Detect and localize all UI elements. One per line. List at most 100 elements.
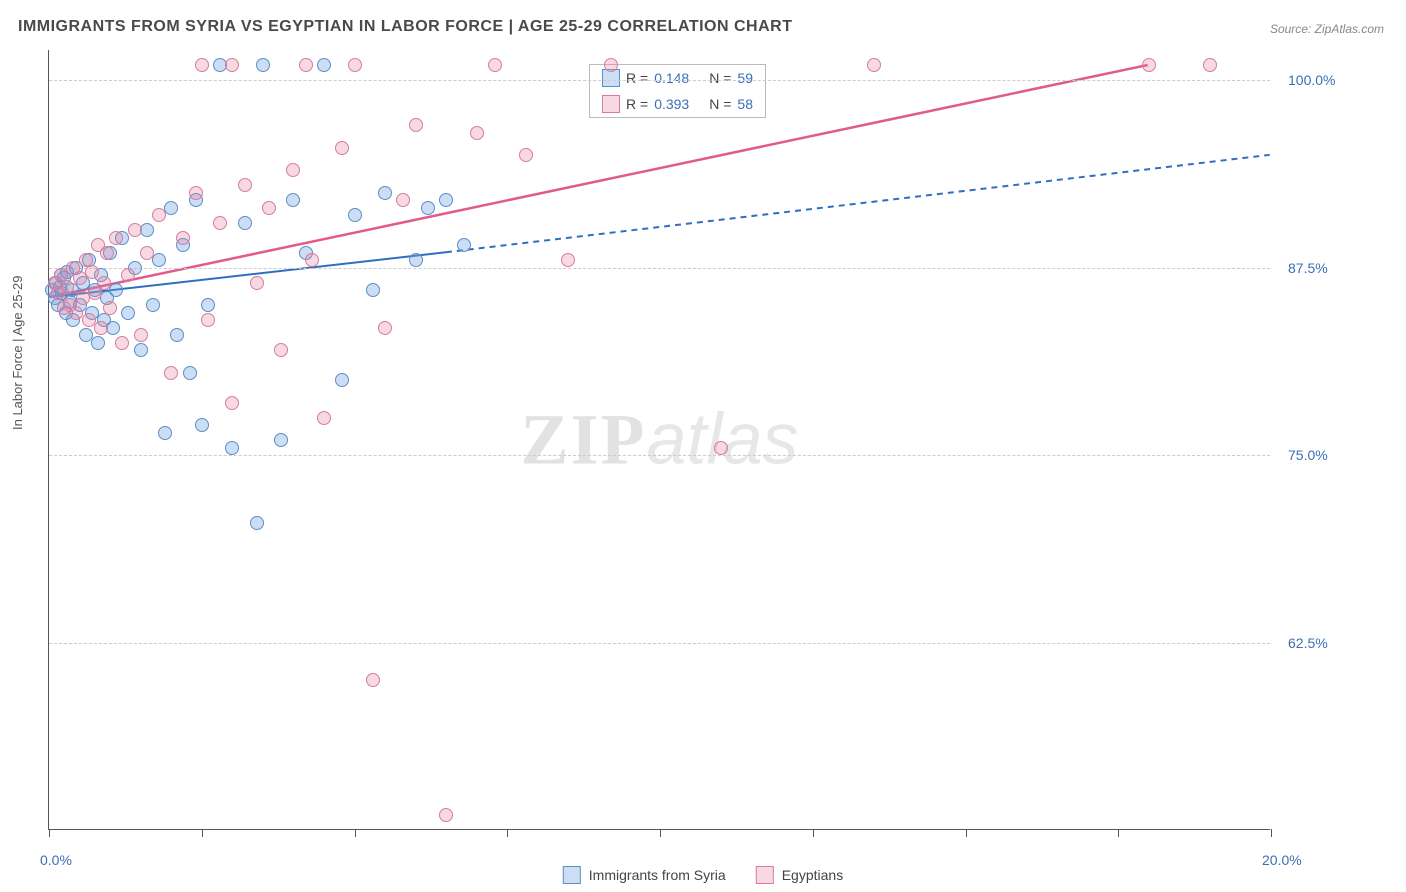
data-point-egyptian [97, 276, 111, 290]
legend-label: Immigrants from Syria [589, 867, 726, 883]
legend-swatch [563, 866, 581, 884]
data-point-syria [250, 516, 264, 530]
legend-label: Egyptians [782, 867, 843, 883]
legend-r-value: 0.148 [654, 70, 689, 86]
legend-n-value: 59 [737, 70, 753, 86]
x-tick [49, 829, 50, 837]
data-point-egyptian [1142, 58, 1156, 72]
data-point-egyptian [439, 808, 453, 822]
legend-n-label: N = [709, 70, 731, 86]
trend-lines [49, 50, 1270, 829]
data-point-egyptian [335, 141, 349, 155]
x-tick [1271, 829, 1272, 837]
legend-row: R =0.393N =58 [590, 91, 765, 117]
data-point-syria [409, 253, 423, 267]
correlation-legend: R =0.148N =59R =0.393N =58 [589, 64, 766, 118]
legend-swatch [602, 95, 620, 113]
data-point-egyptian [152, 208, 166, 222]
x-tick [202, 829, 203, 837]
data-point-egyptian [115, 336, 129, 350]
watermark: ZIPatlas [520, 398, 798, 481]
data-point-egyptian [1203, 58, 1217, 72]
data-point-egyptian [867, 58, 881, 72]
data-point-egyptian [201, 313, 215, 327]
data-point-syria [195, 418, 209, 432]
data-point-syria [201, 298, 215, 312]
data-point-syria [421, 201, 435, 215]
data-point-syria [158, 426, 172, 440]
chart-title: IMMIGRANTS FROM SYRIA VS EGYPTIAN IN LAB… [18, 18, 792, 36]
x-tick [507, 829, 508, 837]
series-legend: Immigrants from Syria Egyptians [563, 866, 843, 884]
x-tick [355, 829, 356, 837]
data-point-syria [378, 186, 392, 200]
gridline-horizontal [49, 455, 1270, 456]
data-point-egyptian [103, 301, 117, 315]
data-point-egyptian [305, 253, 319, 267]
watermark-atlas: atlas [646, 399, 798, 479]
data-point-egyptian [109, 231, 123, 245]
data-point-egyptian [60, 280, 74, 294]
data-point-egyptian [195, 58, 209, 72]
x-tick [966, 829, 967, 837]
legend-item: Immigrants from Syria [563, 866, 726, 884]
data-point-syria [146, 298, 160, 312]
data-point-egyptian [274, 343, 288, 357]
legend-swatch [756, 866, 774, 884]
y-tick-label: 75.0% [1288, 447, 1328, 463]
data-point-syria [366, 283, 380, 297]
data-point-egyptian [238, 178, 252, 192]
data-point-syria [109, 283, 123, 297]
data-point-egyptian [604, 58, 618, 72]
data-point-syria [152, 253, 166, 267]
data-point-syria [238, 216, 252, 230]
data-point-syria [91, 336, 105, 350]
legend-n-value: 58 [737, 96, 753, 112]
data-point-egyptian [164, 366, 178, 380]
gridline-horizontal [49, 80, 1270, 81]
plot-area: ZIPatlas R =0.148N =59R =0.393N =58 [48, 50, 1270, 830]
data-point-syria [183, 366, 197, 380]
data-point-egyptian [94, 321, 108, 335]
data-point-egyptian [85, 265, 99, 279]
legend-r-value: 0.393 [654, 96, 689, 112]
legend-item: Egyptians [756, 866, 843, 884]
data-point-egyptian [225, 396, 239, 410]
data-point-egyptian [121, 268, 135, 282]
data-point-egyptian [128, 223, 142, 237]
watermark-zip: ZIP [520, 399, 646, 479]
legend-r-label: R = [626, 96, 648, 112]
x-tick [660, 829, 661, 837]
data-point-syria [317, 58, 331, 72]
data-point-egyptian [714, 441, 728, 455]
source-attribution: Source: ZipAtlas.com [1270, 22, 1384, 36]
data-point-egyptian [225, 58, 239, 72]
data-point-egyptian [213, 216, 227, 230]
data-point-syria [140, 223, 154, 237]
data-point-syria [164, 201, 178, 215]
y-tick-label: 87.5% [1288, 260, 1328, 276]
data-point-egyptian [134, 328, 148, 342]
y-tick-label: 62.5% [1288, 635, 1328, 651]
y-axis-label: In Labor Force | Age 25-29 [10, 276, 25, 430]
data-point-syria [225, 441, 239, 455]
data-point-syria [457, 238, 471, 252]
data-point-egyptian [262, 201, 276, 215]
data-point-egyptian [519, 148, 533, 162]
data-point-syria [439, 193, 453, 207]
data-point-egyptian [100, 246, 114, 260]
x-tick [1118, 829, 1119, 837]
gridline-horizontal [49, 268, 1270, 269]
data-point-egyptian [396, 193, 410, 207]
data-point-syria [256, 58, 270, 72]
gridline-horizontal [49, 643, 1270, 644]
data-point-egyptian [561, 253, 575, 267]
data-point-egyptian [140, 246, 154, 260]
legend-r-label: R = [626, 70, 648, 86]
data-point-egyptian [189, 186, 203, 200]
y-tick-label: 100.0% [1288, 72, 1335, 88]
data-point-egyptian [299, 58, 313, 72]
data-point-syria [134, 343, 148, 357]
data-point-egyptian [470, 126, 484, 140]
data-point-egyptian [488, 58, 502, 72]
